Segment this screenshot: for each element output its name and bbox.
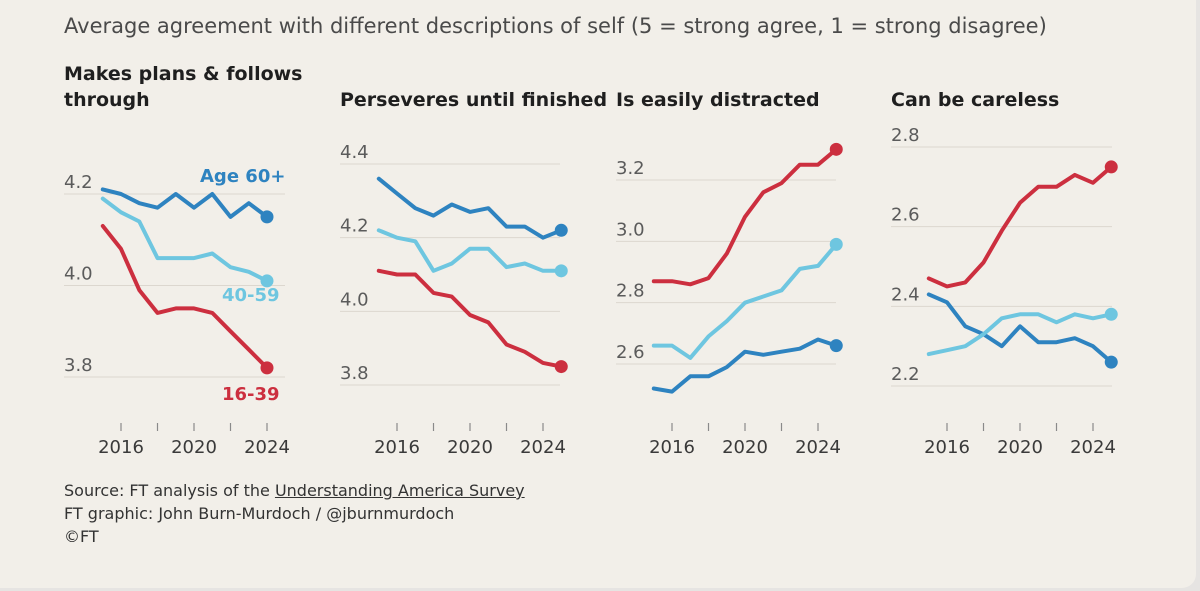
- y-tick-label: 3.8: [64, 355, 93, 376]
- series-line-age-60-: [376, 176, 564, 240]
- series-line-16-39: [926, 164, 1114, 289]
- panel-1: 3.8 4.0 4.2 4.4 2016 2020 2024: [340, 142, 568, 458]
- panel-title-plans-line-2: through: [64, 89, 150, 111]
- y-tick-label: 4.4: [340, 142, 369, 163]
- panel-3: 2.2 2.4 2.6 2.8 2016 2020 2024: [891, 125, 1118, 458]
- y-tick-label: 3.2: [616, 158, 645, 179]
- panel-title-plans: Makes plans & follows through: [64, 61, 303, 113]
- x-tick-label: 2020: [722, 437, 768, 458]
- y-tick-label: 2.6: [891, 205, 920, 226]
- series-end-dot: [829, 339, 843, 353]
- source-line: Source: FT analysis of the Understanding…: [64, 479, 525, 502]
- series-line-16-39: [100, 224, 269, 370]
- series-line-age-60-: [100, 187, 269, 219]
- panel-title-distracted: Is easily distracted: [616, 89, 820, 111]
- series-end-dot: [554, 360, 568, 374]
- y-tick-label: 2.6: [616, 342, 645, 363]
- panel-title-perseveres: Perseveres until finished: [340, 89, 608, 111]
- series-line-age-60-: [926, 292, 1114, 365]
- series-line-16-39: [651, 147, 839, 287]
- panel-0: 3.8 4.0 4.2 2016 2020 2024: [64, 172, 290, 458]
- series-end-dot: [260, 210, 274, 224]
- panel-2: 2.6 2.8 3.0 3.2 2016 2020 2024: [616, 142, 843, 458]
- source-link[interactable]: Understanding America Survey: [274, 481, 525, 500]
- series-end-dot: [554, 264, 568, 278]
- x-tick-label: 2024: [520, 437, 566, 458]
- series-end-dot: [1104, 307, 1118, 321]
- credit-line: FT graphic: John Burn-Murdoch / @jburnmu…: [64, 504, 455, 523]
- series-end-dot: [829, 142, 843, 156]
- x-tick-label: 2020: [171, 437, 217, 458]
- copyright-line: ©FT: [64, 527, 99, 546]
- x-tick-label: 2020: [997, 437, 1043, 458]
- panel-title-plans-line-1: Makes plans & follows: [64, 63, 303, 85]
- x-tick-label: 2024: [795, 437, 841, 458]
- y-tick-label: 2.2: [891, 364, 920, 385]
- panel-title-careless: Can be careless: [891, 89, 1060, 111]
- series-line-age-60-: [651, 337, 839, 394]
- series-end-dot: [554, 223, 568, 237]
- y-tick-label: 3.0: [616, 219, 645, 240]
- series-line-40-59: [926, 312, 1114, 357]
- y-tick-label: 2.8: [616, 281, 645, 302]
- series-end-dot: [1104, 355, 1118, 369]
- y-tick-label: 4.0: [340, 289, 369, 310]
- x-tick-label: 2024: [244, 437, 290, 458]
- x-tick-label: 2016: [98, 437, 144, 458]
- series-line-40-59: [651, 242, 839, 360]
- y-tick-label: 2.4: [891, 284, 920, 305]
- series-label-40-59: 40-59: [222, 285, 280, 306]
- series-label-16-39: 16-39: [222, 384, 280, 405]
- y-tick-label: 3.8: [340, 363, 369, 384]
- source-prefix: Source: FT analysis of the: [64, 481, 275, 500]
- series-line-40-59: [376, 228, 564, 273]
- series-end-dot: [829, 237, 843, 251]
- x-tick-label: 2020: [447, 437, 493, 458]
- series-line-40-59: [100, 196, 269, 283]
- y-tick-label: 2.8: [891, 125, 920, 146]
- y-tick-label: 4.0: [64, 264, 93, 285]
- series-end-dot: [260, 361, 274, 375]
- series-label-age-60-: Age 60+: [200, 166, 285, 187]
- footer: Source: FT analysis of the Understanding…: [64, 479, 525, 548]
- x-tick-label: 2016: [374, 437, 420, 458]
- y-tick-label: 4.2: [340, 216, 369, 237]
- chart-subtitle: Average agreement with different descrip…: [64, 14, 1047, 38]
- x-tick-label: 2016: [924, 437, 970, 458]
- series-line-16-39: [376, 268, 564, 369]
- y-tick-label: 4.2: [64, 172, 93, 193]
- x-tick-label: 2016: [649, 437, 695, 458]
- series-end-dot: [260, 274, 274, 288]
- series-end-dot: [1104, 160, 1118, 174]
- x-tick-label: 2024: [1070, 437, 1116, 458]
